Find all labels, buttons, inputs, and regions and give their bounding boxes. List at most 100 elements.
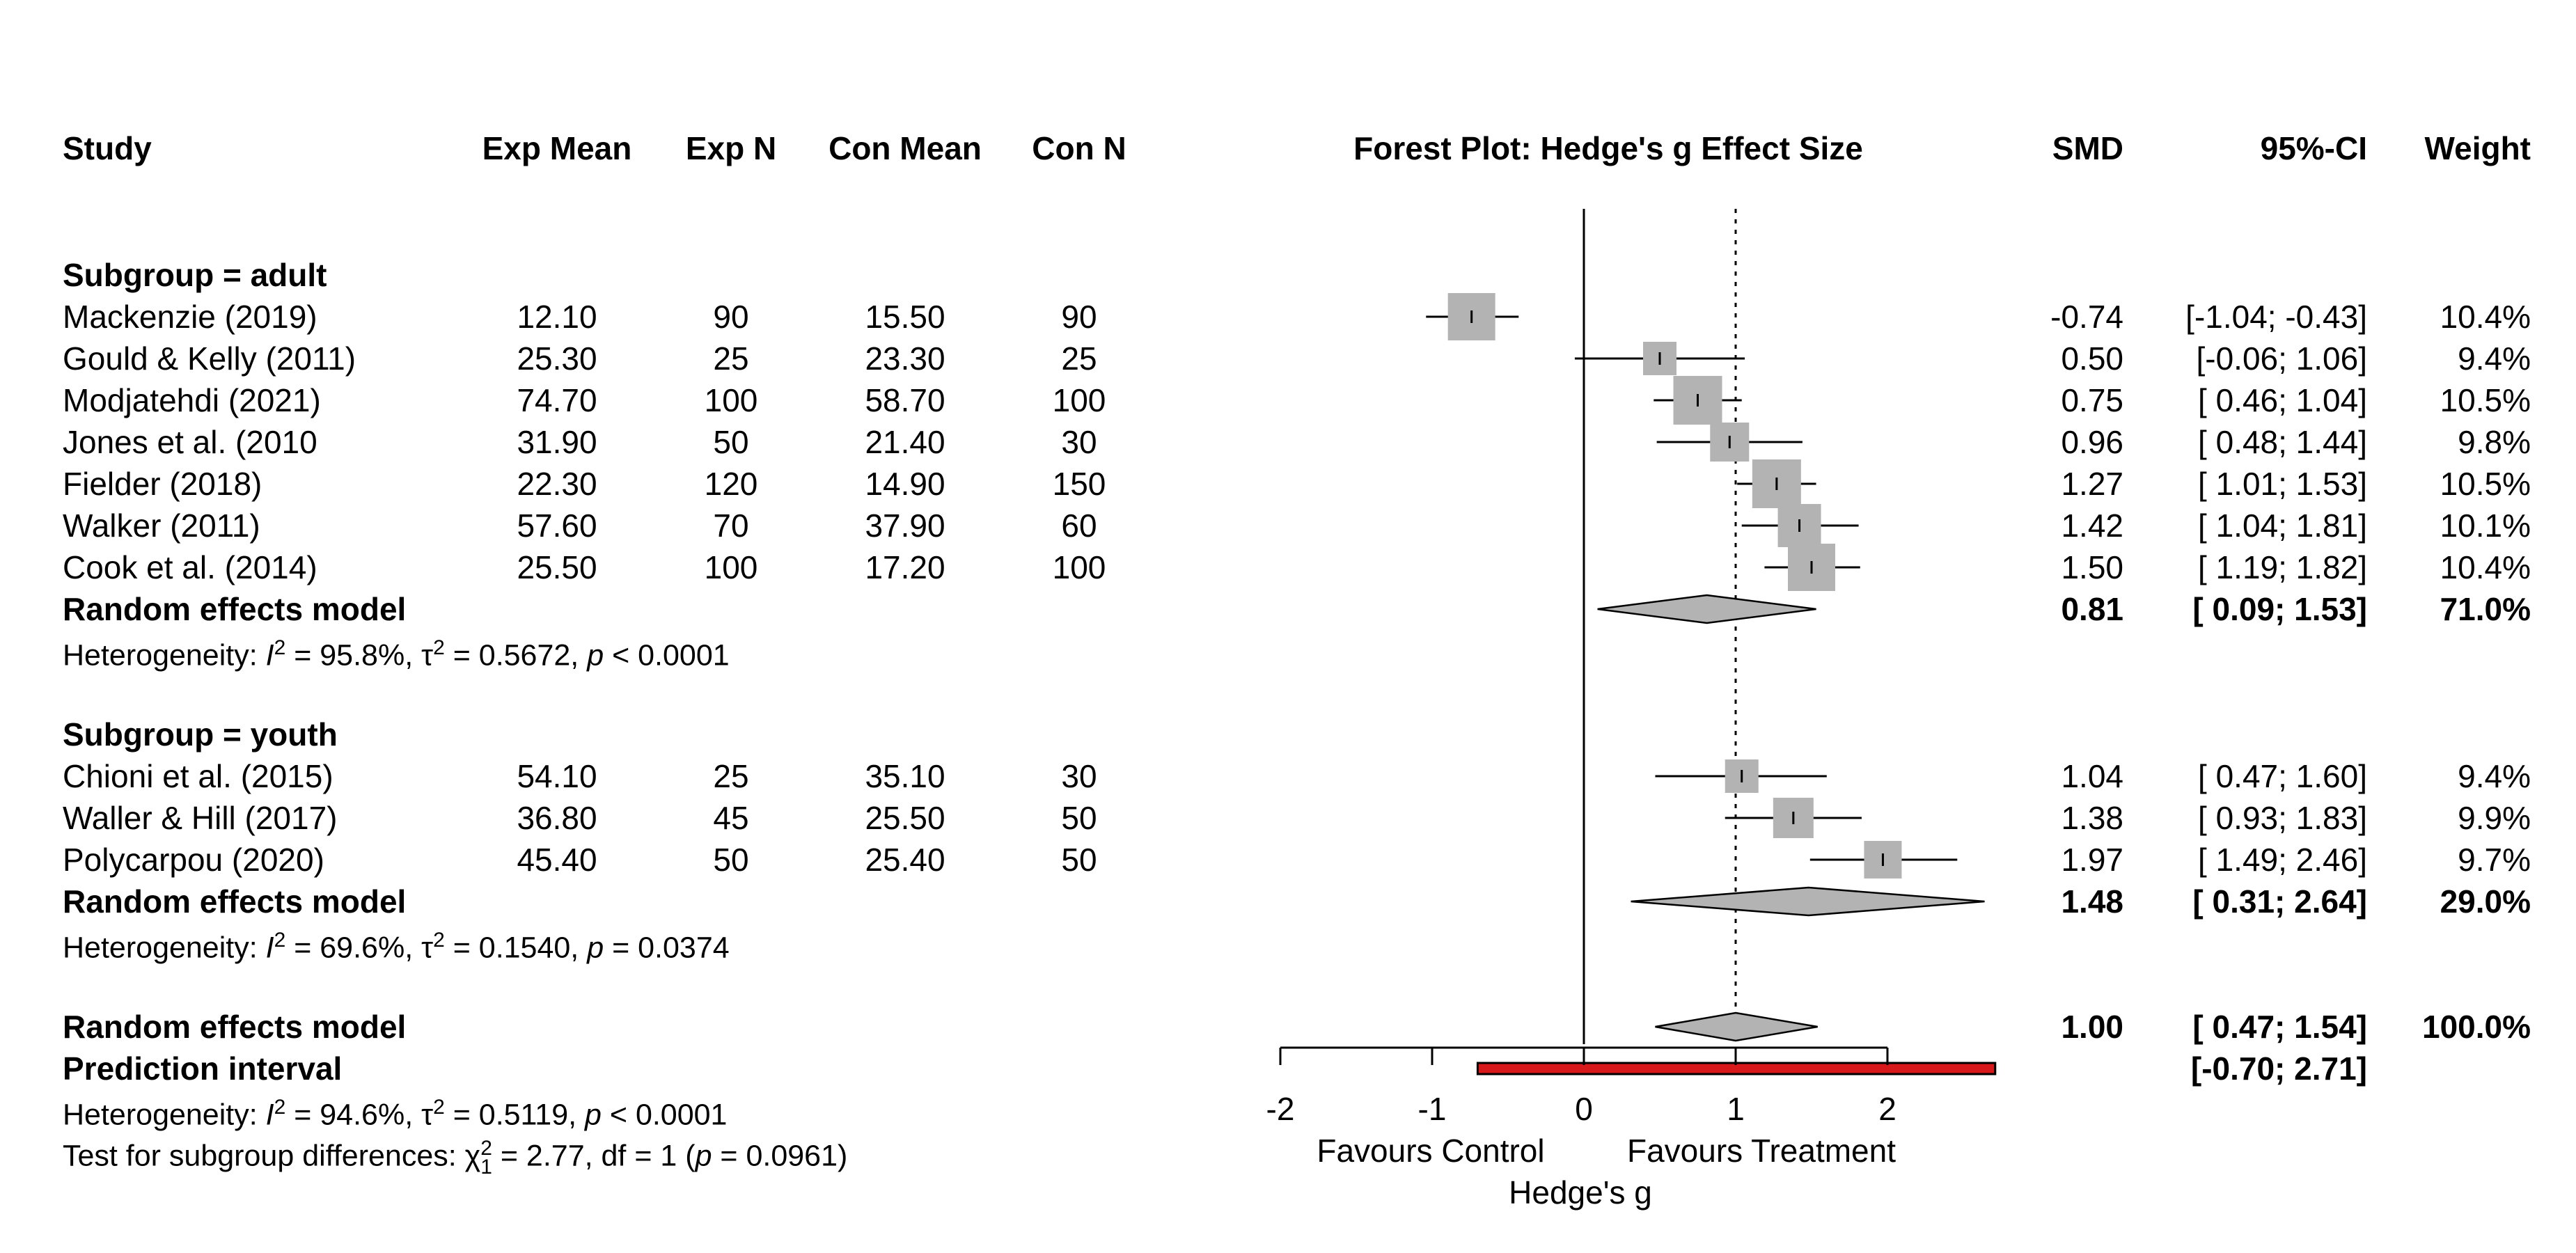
header-study: Study [63, 130, 152, 166]
smd-cell: 1.50 [2061, 549, 2123, 585]
exp-mean-cell: 12.10 [517, 299, 597, 335]
con-n-cell: 25 [1061, 340, 1097, 377]
x-axis-title: Hedge's g [1509, 1174, 1652, 1211]
study-name: Mackenzie (2019) [63, 299, 317, 335]
subgroup-model-smd: 1.48 [2061, 883, 2123, 920]
smd-cell: -0.74 [2050, 299, 2123, 335]
con-n-cell: 30 [1061, 424, 1097, 460]
plot-title: Forest Plot: Hedge's g Effect Size [1353, 130, 1863, 166]
ci-cell: [ 1.19; 1.82] [2198, 549, 2367, 585]
heterogeneity-part: 2 [274, 1096, 286, 1119]
heterogeneity-part: χ [464, 1139, 481, 1173]
heterogeneity-part: Heterogeneity: [63, 638, 266, 672]
subgroup-model-label: Random effects model [63, 883, 407, 920]
heterogeneity-part: τ [421, 931, 434, 965]
ci-cell: [-1.04; -0.43] [2185, 299, 2367, 335]
x-tick-label: 2 [1878, 1091, 1896, 1127]
subgroup-model-ci: [ 0.09; 1.53] [2192, 591, 2367, 627]
con-mean-cell: 25.50 [865, 800, 945, 836]
con-mean-cell: 35.10 [865, 758, 945, 794]
ci-cell: [ 0.46; 1.04] [2198, 382, 2367, 418]
exp-mean-cell: 36.80 [517, 800, 597, 836]
ci-cell: [ 1.04; 1.81] [2198, 507, 2367, 544]
exp-mean-cell: 57.60 [517, 507, 597, 544]
exp-n-cell: 25 [713, 758, 749, 794]
exp-n-cell: 25 [713, 340, 749, 377]
smd-cell: 0.50 [2061, 340, 2123, 377]
heterogeneity-part: p [695, 1139, 712, 1173]
header-con-n: Con N [1032, 130, 1126, 166]
exp-n-cell: 120 [704, 466, 758, 502]
exp-mean-cell: 22.30 [517, 466, 597, 502]
study-name: Walker (2011) [63, 507, 260, 544]
exp-mean-cell: 74.70 [517, 382, 597, 418]
study-name: Gould & Kelly (2011) [63, 340, 356, 377]
heterogeneity-part: Test for subgroup differences: [63, 1139, 465, 1173]
smd-cell: 1.27 [2061, 466, 2123, 502]
prediction-interval-ci: [-0.70; 2.71] [2190, 1050, 2367, 1087]
header-weight: Weight [2424, 130, 2531, 166]
heterogeneity-part: 2 [433, 636, 445, 659]
overall-model-weight: 100.0% [2421, 1009, 2531, 1045]
heterogeneity-part: = 0.5119, [444, 1098, 586, 1132]
heterogeneity-part: = 69.6%, [285, 931, 422, 965]
heterogeneity-part: < 0.0001 [601, 1098, 728, 1132]
prediction-interval-label: Prediction interval [63, 1050, 343, 1087]
heterogeneity-part: = 95.8%, [285, 638, 422, 672]
weight-cell: 9.9% [2458, 800, 2531, 836]
con-n-cell: 90 [1061, 299, 1097, 335]
exp-n-cell: 90 [713, 299, 749, 335]
header-ci: 95%-CI [2260, 130, 2367, 166]
pooled-effect-diamond [1655, 1011, 1818, 1042]
con-n-cell: 30 [1061, 758, 1097, 794]
con-mean-cell: 37.90 [865, 507, 945, 544]
header-exp-n: Exp N [685, 130, 777, 166]
study-name: Waller & Hill (2017) [63, 800, 338, 836]
ci-cell: [ 1.49; 2.46] [2198, 842, 2367, 878]
overall-model-ci: [ 0.47; 1.54] [2192, 1009, 2367, 1045]
pooled-effect-diamond [1597, 594, 1816, 624]
exp-mean-cell: 25.50 [517, 549, 597, 585]
exp-n-cell: 50 [713, 424, 749, 460]
weight-cell: 9.7% [2458, 842, 2531, 878]
con-mean-cell: 58.70 [865, 382, 945, 418]
heterogeneity-part: 2 [274, 929, 286, 952]
subgroup-model-smd: 0.81 [2061, 591, 2123, 627]
heterogeneity-part: = 0.0961) [712, 1139, 848, 1173]
heterogeneity-part: = 0.0374 [604, 931, 730, 965]
study-name: Chioni et al. (2015) [63, 758, 333, 794]
smd-cell: 0.96 [2061, 424, 2123, 460]
study-name: Cook et al. (2014) [63, 549, 317, 585]
heterogeneity-part: 2 [274, 636, 286, 659]
exp-n-cell: 100 [704, 382, 758, 418]
smd-cell: 0.75 [2061, 382, 2123, 418]
heterogeneity-part: 2 [433, 1096, 445, 1119]
ci-cell: [-0.06; 1.06] [2196, 340, 2368, 377]
con-mean-cell: 17.20 [865, 549, 945, 585]
weight-cell: 9.8% [2458, 424, 2531, 460]
con-mean-cell: 15.50 [865, 299, 945, 335]
subgroup-model-ci: [ 0.31; 2.64] [2192, 883, 2367, 920]
con-mean-cell: 14.90 [865, 466, 945, 502]
study-name: Modjatehdi (2021) [63, 382, 321, 418]
heterogeneity-part: I [265, 638, 274, 672]
con-n-cell: 50 [1061, 842, 1097, 878]
heterogeneity-part: = 0.1540, [444, 931, 588, 965]
x-tick-label: 1 [1727, 1091, 1745, 1127]
weight-cell: 9.4% [2458, 340, 2531, 377]
ci-cell: [ 0.93; 1.83] [2198, 800, 2367, 836]
x-tick-label: 0 [1575, 1091, 1593, 1127]
ci-cell: [ 1.01; 1.53] [2198, 466, 2367, 502]
subgroup-heterogeneity: Heterogeneity: I2 = 69.6%, τ2 = 0.1540, … [63, 930, 730, 963]
subgroup-label: Subgroup = youth [63, 716, 338, 752]
con-mean-cell: 21.40 [865, 424, 945, 460]
overall-heterogeneity: Heterogeneity: I2 = 94.6%, τ2 = 0.5119, … [63, 1097, 727, 1130]
weight-cell: 10.4% [2440, 299, 2531, 335]
pooled-effect-diamond [1631, 886, 1985, 917]
subgroup-model-label: Random effects model [63, 591, 407, 627]
smd-cell: 1.42 [2061, 507, 2123, 544]
study-name: Fielder (2018) [63, 466, 262, 502]
subgroup-model-weight: 71.0% [2440, 591, 2531, 627]
